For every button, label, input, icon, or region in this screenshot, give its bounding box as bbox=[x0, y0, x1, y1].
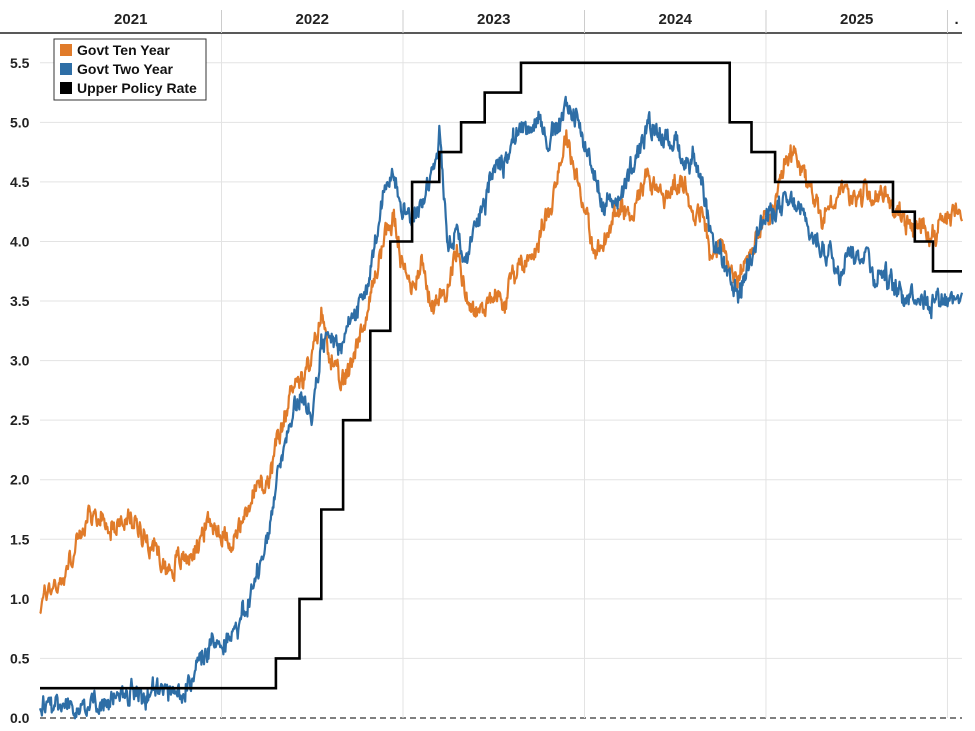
legend-box bbox=[53, 38, 207, 101]
year-label: 2025 bbox=[840, 11, 873, 28]
year-label: 2023 bbox=[477, 11, 510, 28]
y-tick-label: 0.5 bbox=[10, 650, 30, 666]
y-tick-label: 3.0 bbox=[10, 353, 30, 369]
y-axis-ticks: 0.0 0.5 1.0 1.5 2.0 2.5 3.0 3.5 4.0 4.5 5.0 5.5 bbox=[10, 55, 30, 726]
y-tick-label: 1.0 bbox=[10, 591, 30, 607]
year-label: 2024 bbox=[659, 11, 693, 28]
y-tick-label: 2.5 bbox=[10, 412, 30, 428]
year-label: 2022 bbox=[296, 11, 329, 28]
legend-label-policy-rate: Upper Policy Rate bbox=[77, 80, 197, 96]
year-axis: 2021 2022 2023 2024 2025. bbox=[0, 10, 962, 34]
series-layer bbox=[38, 61, 964, 720]
legend: Govt Ten Year Govt Two Year Upper Policy… bbox=[53, 38, 207, 101]
y-tick-label: 5.5 bbox=[10, 55, 30, 71]
y-tick-label: 3.5 bbox=[10, 293, 30, 309]
legend-label-ten-year: Govt Ten Year bbox=[77, 42, 170, 58]
y-tick-label: 2.0 bbox=[10, 472, 30, 488]
legend-swatch-two-year bbox=[60, 63, 72, 75]
y-tick-label: 4.0 bbox=[10, 233, 30, 249]
y-tick-label: 5.0 bbox=[10, 114, 30, 130]
legend-swatch-policy-rate bbox=[60, 82, 72, 94]
legend-label-two-year: Govt Two Year bbox=[77, 61, 174, 77]
year-label: . bbox=[954, 11, 958, 28]
year-label: 2021 bbox=[114, 11, 147, 28]
y-tick-label: 0.0 bbox=[10, 710, 30, 726]
grid-lines bbox=[40, 33, 962, 719]
y-tick-label: 1.5 bbox=[10, 531, 30, 547]
legend-swatch-ten-year bbox=[60, 44, 72, 56]
y-tick-label: 4.5 bbox=[10, 174, 30, 190]
series-line-policy-rate bbox=[40, 61, 962, 690]
series-line-ten-year bbox=[39, 129, 964, 615]
series-line-two-year bbox=[38, 95, 964, 720]
